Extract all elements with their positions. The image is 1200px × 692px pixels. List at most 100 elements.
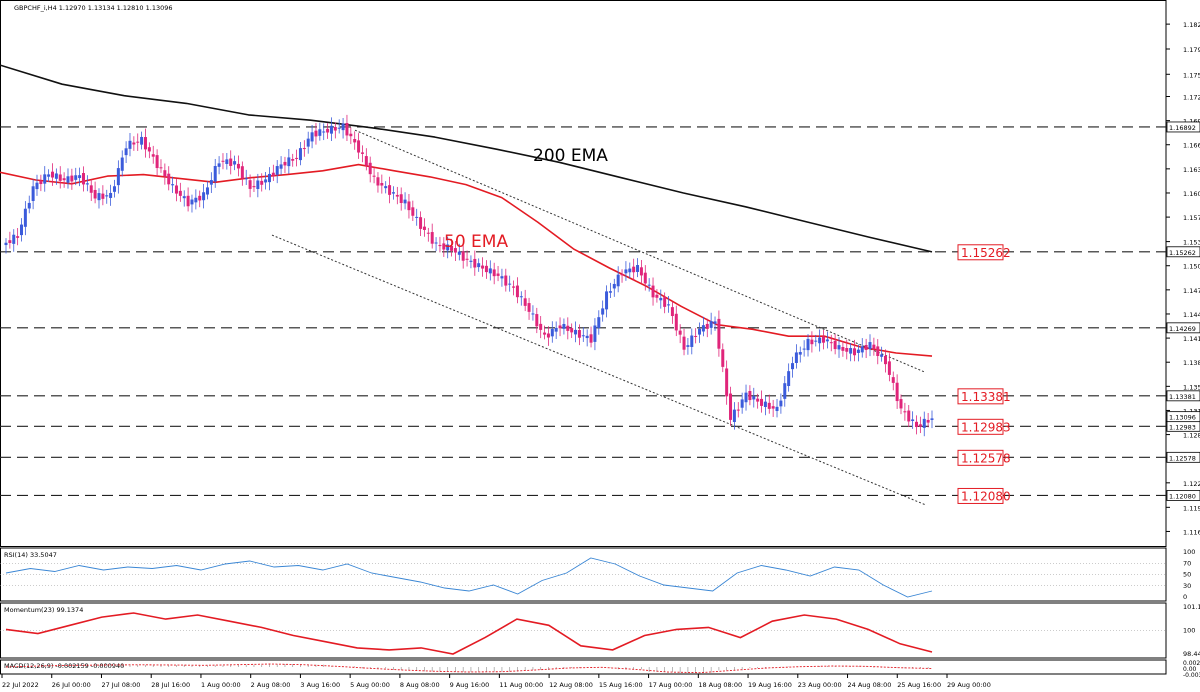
candle-body xyxy=(651,285,655,298)
candle-body xyxy=(632,266,636,273)
level-label-box xyxy=(957,388,1004,405)
candle-body xyxy=(360,152,364,154)
rsi-pane-tick: 0 xyxy=(1183,593,1187,601)
level-label: 1.12578 xyxy=(961,451,1011,465)
candle-body xyxy=(329,125,333,134)
candle-body xyxy=(915,421,919,428)
candle-body xyxy=(143,137,147,150)
candle-body xyxy=(880,354,884,357)
candle-body xyxy=(612,283,616,289)
candle-body xyxy=(597,317,601,328)
x-tick-label: 29 Aug 00:00 xyxy=(947,681,991,689)
candle-body xyxy=(132,142,136,145)
channel-upper-line xyxy=(354,129,926,373)
candle-body xyxy=(481,265,485,269)
candle-body xyxy=(512,286,516,288)
candle-body xyxy=(434,242,438,244)
x-tick-label: 8 Aug 08:00 xyxy=(400,681,440,689)
candle-body xyxy=(523,298,527,306)
x-tick-label: 25 Aug 16:00 xyxy=(897,681,941,689)
candle-body xyxy=(798,351,802,355)
y-tick-label: 1.14450 xyxy=(1183,311,1200,319)
candle-body xyxy=(395,194,399,197)
axis-level-box xyxy=(1166,246,1200,258)
rsi-pane-tick: 100 xyxy=(1183,548,1195,556)
y-tick-label: 1.15715 xyxy=(1183,214,1200,222)
ema200-line xyxy=(0,64,933,253)
candle-body xyxy=(70,175,74,182)
x-tick-label: 12 Aug 08:00 xyxy=(549,681,593,689)
level-label: 1.12080 xyxy=(961,489,1011,503)
y-tick-label: 1.17580 xyxy=(1183,71,1200,79)
candle-body xyxy=(264,179,268,183)
candle-body xyxy=(155,155,159,169)
candle-body xyxy=(35,182,39,190)
candle-body xyxy=(112,186,116,192)
candle-body xyxy=(550,328,554,337)
candle-body xyxy=(763,401,767,408)
candle-body xyxy=(376,177,380,186)
candle-body xyxy=(442,243,446,250)
candle-body xyxy=(47,174,51,177)
candle-body xyxy=(23,208,27,227)
candle-body xyxy=(508,283,512,285)
candle-body xyxy=(89,185,93,193)
candle-body xyxy=(539,323,543,330)
candle-body xyxy=(895,382,899,402)
candle-body xyxy=(752,396,756,400)
candle-body xyxy=(426,232,430,234)
candle-body xyxy=(760,398,764,406)
x-tick-label: 23 Aug 00:00 xyxy=(798,681,842,689)
level-label: 1.15262 xyxy=(961,246,1011,260)
candle-body xyxy=(682,336,686,350)
candle-body xyxy=(457,251,461,255)
candle-body xyxy=(202,192,206,201)
candle-body xyxy=(806,338,810,351)
candle-body xyxy=(275,166,279,175)
candle-body xyxy=(31,186,35,201)
candle-body xyxy=(217,163,221,167)
candle-body xyxy=(674,313,678,331)
y-tick-label: 1.14765 xyxy=(1183,287,1200,295)
rsi-pane-line xyxy=(5,557,933,598)
candle-body xyxy=(178,190,182,196)
candle-body xyxy=(236,163,240,169)
candle-body xyxy=(833,340,837,350)
candle-body xyxy=(701,325,705,332)
candle-body xyxy=(725,368,729,397)
candle-body xyxy=(605,291,609,310)
candle-body xyxy=(767,402,771,409)
candle-body xyxy=(791,363,795,370)
rsi-pane-tick: 70 xyxy=(1183,559,1191,567)
rsi-pane-frame xyxy=(0,547,1167,602)
candle-body xyxy=(670,307,674,317)
candle-body xyxy=(256,180,260,190)
candle-body xyxy=(887,361,891,375)
candle-body xyxy=(39,180,43,185)
axis-level-label: 1.13381 xyxy=(1169,393,1196,401)
candle-body xyxy=(78,175,82,179)
candle-body xyxy=(473,258,477,268)
candle-body xyxy=(105,195,109,197)
candle-body xyxy=(891,377,895,383)
candle-body xyxy=(430,232,434,244)
candle-body xyxy=(283,161,287,166)
x-tick-label: 18 Aug 08:00 xyxy=(698,681,742,689)
candle-body xyxy=(16,236,20,238)
macd-pane-title: MACD(12,26,9) -0.002159 -0.000940 xyxy=(4,662,124,670)
x-tick-label: 24 Aug 08:00 xyxy=(848,681,892,689)
candle-body xyxy=(624,269,628,274)
candle-body xyxy=(484,265,488,273)
candle-body xyxy=(419,217,423,229)
x-tick-label: 27 Jul 08:00 xyxy=(101,681,140,689)
candle-body xyxy=(97,193,101,201)
candle-body xyxy=(686,345,690,347)
candle-body xyxy=(198,195,202,201)
candle-body xyxy=(783,383,787,399)
y-tick-label: 1.15395 xyxy=(1183,239,1200,247)
y-tick-label: 1.14135 xyxy=(1183,335,1200,343)
candle-body xyxy=(802,348,806,350)
candle-body xyxy=(570,328,574,333)
candle-body xyxy=(698,328,702,335)
